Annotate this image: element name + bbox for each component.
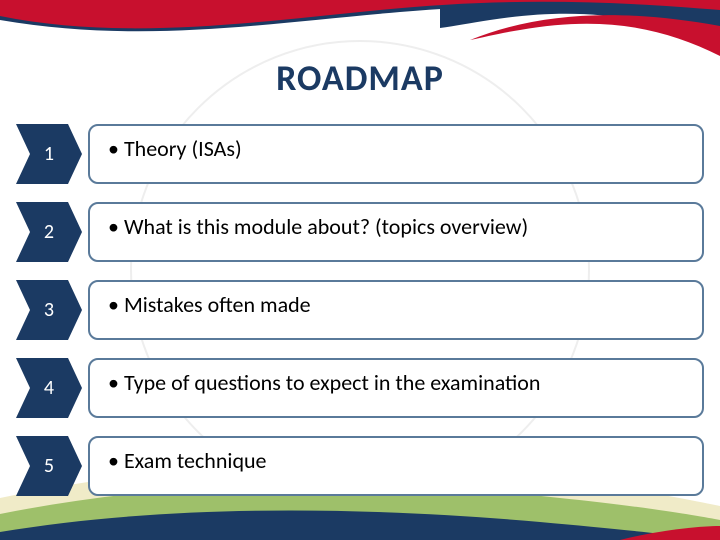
roadmap-list: 1 Theory (ISAs) 2 What is this module ab… [16, 124, 704, 496]
step-chevron: 5 [16, 436, 82, 496]
step-box: Theory (ISAs) [88, 124, 704, 184]
list-item: 1 Theory (ISAs) [16, 124, 704, 184]
slide-canvas: ROADMAP 1 Theory (ISAs) 2 What is thi [0, 0, 720, 540]
list-item: 5 Exam technique [16, 436, 704, 496]
step-text: Type of questions to expect in the exami… [108, 370, 540, 396]
list-item: 3 Mistakes often made [16, 280, 704, 340]
step-chevron: 4 [16, 358, 82, 418]
step-box: Type of questions to expect in the exami… [88, 358, 704, 418]
step-text: Exam technique [108, 448, 267, 474]
slide-title: ROADMAP [0, 56, 720, 100]
step-box: Exam technique [88, 436, 704, 496]
step-number: 1 [16, 124, 82, 184]
step-text: Mistakes often made [108, 292, 311, 318]
step-number: 5 [16, 436, 82, 496]
step-chevron: 2 [16, 202, 82, 262]
list-item: 2 What is this module about? (topics ove… [16, 202, 704, 262]
step-number: 4 [16, 358, 82, 418]
list-item: 4 Type of questions to expect in the exa… [16, 358, 704, 418]
step-number: 3 [16, 280, 82, 340]
step-text: What is this module about? (topics overv… [108, 214, 528, 240]
step-chevron: 1 [16, 124, 82, 184]
step-chevron: 3 [16, 280, 82, 340]
step-number: 2 [16, 202, 82, 262]
step-text: Theory (ISAs) [108, 136, 242, 162]
step-box: What is this module about? (topics overv… [88, 202, 704, 262]
step-box: Mistakes often made [88, 280, 704, 340]
